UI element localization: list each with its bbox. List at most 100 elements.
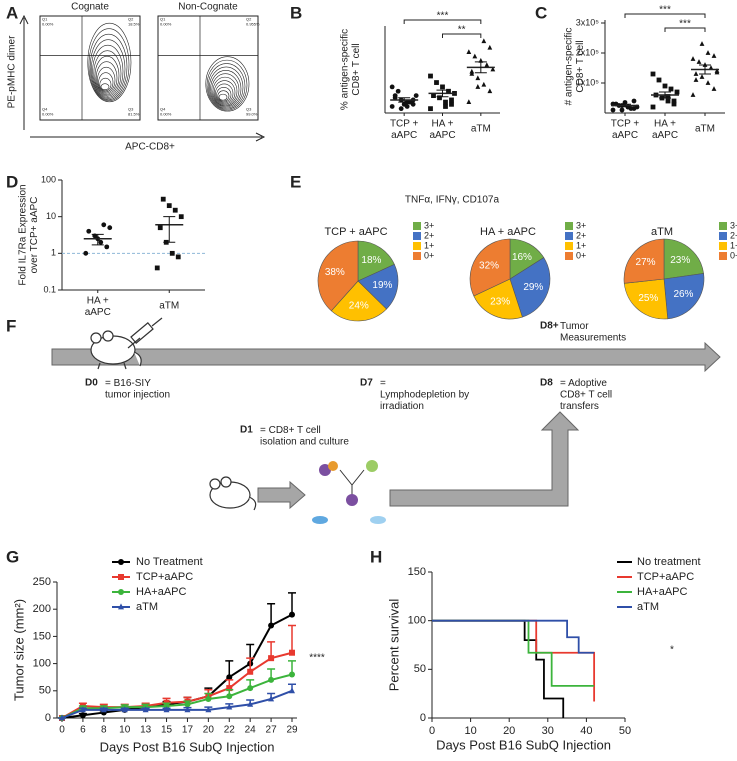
- point: [205, 695, 212, 702]
- point: [674, 89, 680, 95]
- x-tick-label: HA + aAPC: [429, 118, 455, 141]
- text-line: Q3: [128, 107, 134, 112]
- contour: [213, 80, 236, 105]
- axis-title: Days Post B16 SubQ Injection: [100, 739, 275, 754]
- legend-label: 0+: [576, 250, 586, 260]
- x-tick-label: 22: [224, 725, 236, 736]
- contour: [87, 22, 132, 103]
- quadrant-label: Q3 81.5%: [128, 107, 140, 117]
- panel-label: B: [290, 3, 302, 22]
- legend-label: 1+: [576, 240, 586, 250]
- survival-curve: [432, 619, 596, 702]
- error-bar: [288, 592, 296, 615]
- axis-title: % antigen-specificCD8+ T cell: [339, 29, 362, 110]
- point: [446, 88, 451, 94]
- y-tick-label: 150: [33, 630, 51, 642]
- y-tick-label: 3x10⁵: [576, 17, 600, 27]
- point: [696, 59, 702, 64]
- point: [118, 603, 124, 610]
- point: [142, 706, 149, 713]
- text-line: Fold IL7Ra Expression: [17, 184, 28, 285]
- legend-label: HA+aAPC: [136, 586, 186, 598]
- point: [98, 239, 104, 245]
- point: [247, 700, 254, 707]
- event-text: = Adoptive CD8+ T cell transfers: [560, 378, 612, 412]
- legend-swatch: [413, 242, 421, 250]
- point: [175, 254, 181, 260]
- text-line: Q4: [42, 107, 48, 112]
- x-tick-label: 17: [182, 725, 194, 736]
- axis-title: Days Post B16 SubQ Injection: [436, 737, 611, 752]
- x-tick-label: aTM: [159, 301, 179, 312]
- text-line: TCP +: [390, 118, 419, 129]
- y-tick-label: 100: [41, 174, 56, 184]
- text-line: irradiation: [380, 401, 424, 412]
- contour: [91, 39, 126, 99]
- text-line: 0.00%: [160, 111, 172, 116]
- pie-slice: [663, 273, 705, 320]
- point: [166, 203, 172, 209]
- axis-title: PE-pMHC dimer: [7, 35, 18, 108]
- slice-label: 23%: [670, 255, 690, 266]
- significance-bracket: [664, 27, 706, 32]
- point: [714, 69, 720, 75]
- point: [428, 106, 433, 112]
- text-line: Q1: [42, 17, 48, 22]
- point: [665, 98, 671, 104]
- point: [205, 706, 212, 713]
- point: [160, 196, 166, 202]
- point: [466, 99, 472, 105]
- point: [475, 84, 481, 89]
- point: [440, 84, 445, 90]
- text-line: Q2: [128, 17, 134, 22]
- text-line: 99.0%: [246, 111, 258, 116]
- pie-slice: [330, 280, 387, 322]
- series-line: [61, 689, 293, 719]
- small-arrow: [257, 480, 306, 510]
- timeline-arrow: [51, 341, 721, 373]
- x-tick-label: 20: [203, 725, 215, 736]
- y-tick-label: 250: [33, 576, 51, 588]
- point: [226, 703, 233, 710]
- y-tick-label: 0.1: [43, 284, 56, 294]
- x-tick-label: 6: [80, 725, 86, 736]
- x-tick-label: 10: [119, 725, 131, 736]
- point: [472, 53, 478, 59]
- point: [83, 250, 89, 256]
- y-tick-label: 100: [408, 615, 426, 627]
- text-line: aAPC: [612, 129, 638, 140]
- axis-title: Fold IL7Ra Expressionover TCP+ aAPC: [17, 184, 40, 285]
- slice-label: 16%: [512, 252, 532, 263]
- point: [389, 104, 395, 109]
- significance-bracket: [403, 19, 482, 24]
- mouse-icon: [90, 330, 142, 370]
- x-tick-label: 0: [429, 725, 435, 737]
- contour: [209, 66, 244, 109]
- panel-label: F: [6, 316, 16, 335]
- quadrant-label: Q1 0.00%: [160, 17, 172, 27]
- legend-swatch: [719, 222, 727, 230]
- panel-label: A: [6, 3, 18, 22]
- text-line: Q4: [160, 107, 166, 112]
- contour: [215, 83, 234, 104]
- pie-slice: [623, 278, 669, 320]
- contour: [89, 33, 128, 100]
- contour: [88, 28, 130, 102]
- point: [699, 74, 705, 79]
- point: [392, 93, 398, 98]
- panel-label: G: [6, 547, 19, 566]
- legend-label: 3+: [424, 220, 434, 230]
- point: [118, 559, 124, 565]
- point: [434, 80, 439, 85]
- y-tick-label: 200: [33, 603, 51, 615]
- text-line: transfers: [560, 401, 599, 412]
- point: [650, 71, 656, 77]
- point: [671, 101, 677, 107]
- text-line: CD8+ T cell: [574, 40, 585, 92]
- error-bar: [398, 97, 411, 103]
- event-text: Tumor Measurements: [560, 321, 626, 344]
- legend-swatch: [565, 232, 573, 240]
- series-line: [61, 651, 293, 719]
- error-bar: [659, 91, 671, 99]
- text-line: aAPC: [429, 129, 455, 140]
